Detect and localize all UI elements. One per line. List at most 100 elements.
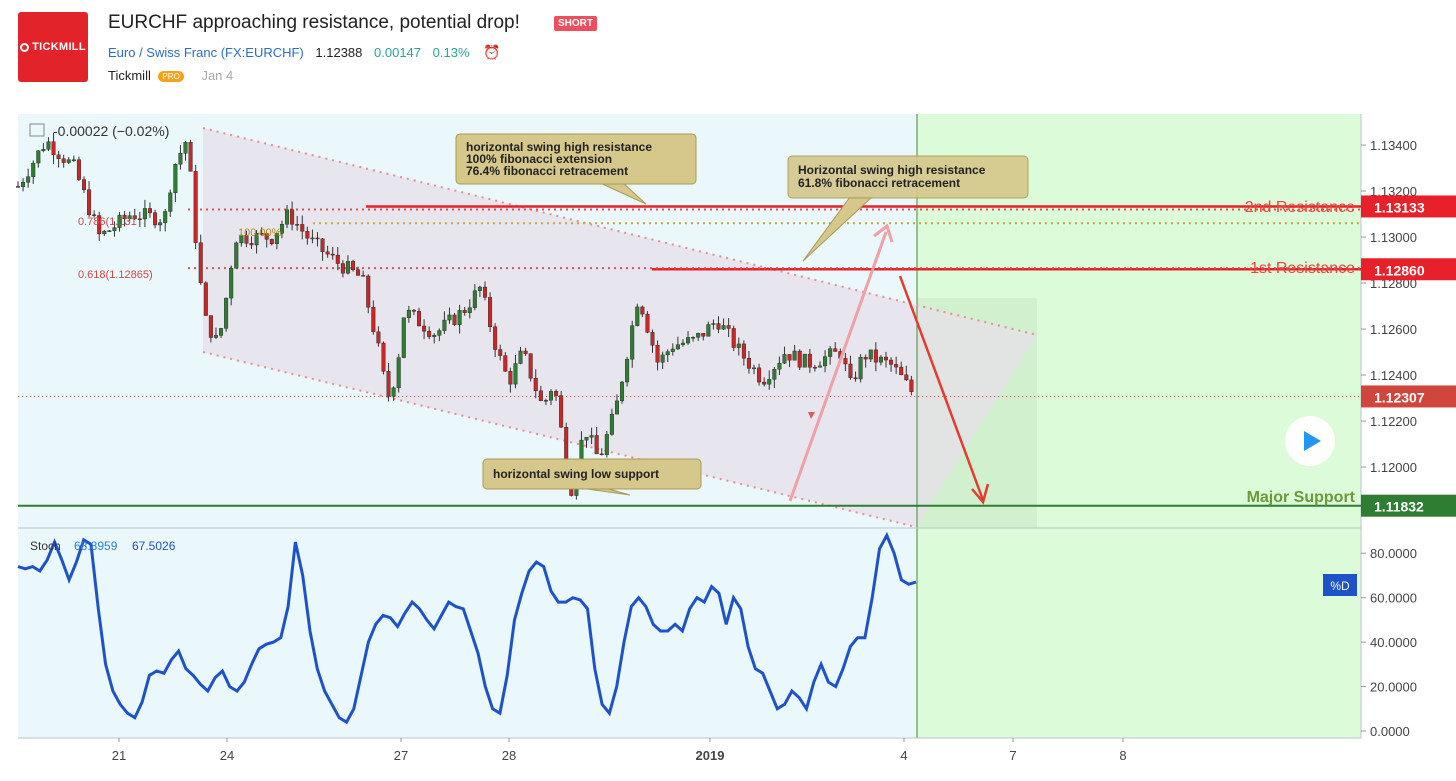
tickmill-logo[interactable]: TICKMILL [18, 12, 88, 82]
annotation-2[interactable]: Horizontal swing high resistance 61.8% f… [787, 155, 1029, 262]
candle-body [361, 275, 366, 277]
price-tick-label: 1.12600 [1370, 322, 1417, 337]
candle-body [442, 319, 447, 331]
annotation-box-3 [482, 458, 702, 490]
candle-body [873, 349, 878, 363]
candle-body [548, 391, 553, 401]
candle-body [452, 314, 457, 325]
candle-body [604, 434, 609, 455]
publish-date: Jan 4 [201, 68, 234, 83]
candle-body [102, 231, 107, 235]
candle-body [889, 359, 894, 365]
candle-body [645, 313, 650, 333]
stoch-label: Stoch [30, 539, 61, 553]
candle-body [127, 215, 132, 219]
level-tag [1361, 258, 1456, 281]
candle-body [356, 269, 361, 276]
candle-body [630, 325, 635, 360]
candle-body [858, 357, 863, 380]
price-tick-label: 1.13200 [1370, 184, 1417, 199]
level-tag-text: 1.13133 [1374, 199, 1425, 215]
candle-body [274, 233, 279, 244]
candle-body [904, 374, 909, 381]
candle-body [660, 354, 665, 363]
annotation-3[interactable]: horizontal swing low support [482, 458, 702, 496]
candle-body [711, 323, 716, 325]
level-name-2nd-resistance: 2nd Resistance [1245, 199, 1355, 216]
candle-body [716, 323, 721, 330]
candle-body [848, 363, 853, 378]
candle-body [76, 159, 81, 180]
stoch-tick-label: 0.0000 [1370, 724, 1410, 739]
candle-body [518, 350, 523, 364]
candle-body [208, 315, 213, 338]
candle-body [269, 239, 274, 244]
candle-body [259, 233, 264, 235]
level-name-major-support: Major Support [1247, 489, 1356, 506]
candle-body [863, 357, 868, 360]
candle-body [264, 233, 269, 240]
candle-body [203, 282, 208, 316]
candle-body [782, 354, 787, 364]
candle-body [477, 286, 482, 291]
drop-arrow-head [971, 483, 990, 505]
candle-body [746, 358, 751, 369]
candle-body [188, 142, 193, 172]
annotation-1[interactable]: horizontal swing high resistance 100% fi… [455, 133, 697, 205]
candle-body [340, 263, 345, 274]
time-axis: 21 24 27 28 2019 4 7 8 [112, 738, 1127, 763]
candle-body [295, 224, 300, 226]
annotation-box-2 [787, 155, 1029, 199]
level-tag [1361, 195, 1456, 218]
candle-body [467, 307, 472, 313]
candle-body [117, 214, 122, 228]
candle-body [386, 371, 391, 397]
candle-body [909, 379, 914, 392]
candle-body [701, 333, 706, 337]
candle-body [828, 348, 833, 357]
stoch-tick-label: 60.0000 [1370, 591, 1417, 606]
play-icon [1304, 431, 1321, 451]
candle-body [224, 297, 229, 329]
alarm-clock-icon[interactable]: ⏰ [483, 44, 501, 60]
author-name[interactable]: Tickmill [108, 68, 151, 83]
candle-body [635, 306, 640, 326]
candle-body [696, 333, 701, 338]
annotation-2-line-1: Horizontal swing high resistance [798, 163, 986, 177]
readout-toggle-icon[interactable] [29, 123, 45, 137]
channel-fill [203, 128, 1037, 527]
candle-body [132, 215, 137, 220]
candle-body [285, 209, 290, 225]
symbol-name-link[interactable]: Euro / Swiss Franc [108, 45, 218, 60]
chart-svg[interactable]: horizontal swing high resistance 100% fi… [0, 108, 1456, 781]
drop-arrow [898, 275, 985, 501]
change-readout: -0.00022 (−0.02%) [53, 123, 169, 139]
candle-body [594, 435, 599, 455]
candle-body [488, 297, 493, 327]
candle-body [686, 337, 691, 344]
candle-body [823, 356, 828, 367]
candle-body [787, 354, 792, 361]
candle-body [472, 290, 477, 308]
candle-body [396, 357, 401, 389]
candle-body [422, 325, 427, 332]
candle-body [168, 192, 173, 212]
candle-body [533, 378, 538, 391]
candle-body [899, 366, 904, 376]
logo-icon [20, 42, 30, 52]
candle-body [807, 353, 812, 368]
candle-body [675, 344, 680, 350]
candle-body [680, 342, 685, 345]
play-button[interactable] [1285, 416, 1335, 466]
candle-body [762, 381, 767, 385]
symbol-code-link[interactable]: (FX:EURCHF) [220, 45, 304, 60]
time-tick-label: 8 [1119, 748, 1126, 763]
candle-body [371, 307, 376, 333]
stoch-axis: 80.0000 60.0000 40.0000 20.0000 0.0000 [1361, 546, 1417, 739]
candle-body [432, 335, 437, 337]
annotation-box-1 [455, 133, 697, 185]
symbol-change: 0.00147 [374, 45, 422, 60]
projection-arrows [788, 223, 990, 505]
candle-body [843, 358, 848, 365]
candle-body [427, 331, 432, 337]
